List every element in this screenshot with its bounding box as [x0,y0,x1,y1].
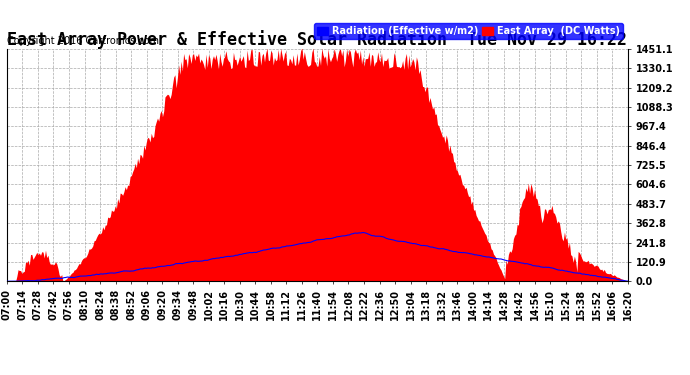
Text: Copyright 2016 Cartronics.com: Copyright 2016 Cartronics.com [7,36,159,46]
Legend: Radiation (Effective w/m2), East Array  (DC Watts): Radiation (Effective w/m2), East Array (… [314,23,623,39]
Title: East Array Power & Effective Solar Radiation  Tue Nov 29 16:22: East Array Power & Effective Solar Radia… [8,30,627,49]
